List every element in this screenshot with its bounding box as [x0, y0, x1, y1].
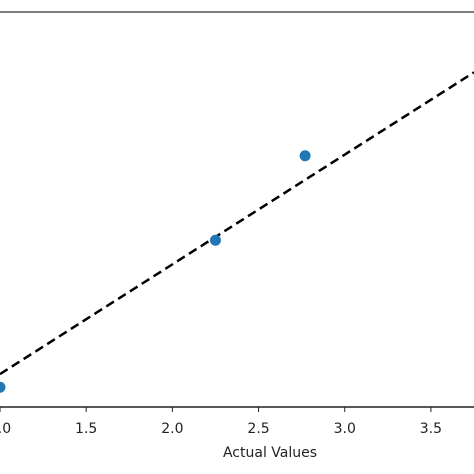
x-tick-label: 1.5	[75, 421, 97, 437]
point	[0, 381, 6, 393]
x-tick-label: 3.5	[420, 421, 442, 437]
x-tick-label: 3.0	[334, 421, 356, 437]
point	[299, 150, 311, 162]
reference-line	[0, 71, 474, 376]
x-tick-label: 2.0	[161, 421, 183, 437]
x-tick-label: 2.5	[247, 421, 269, 437]
x-tick-label: 1.0	[0, 421, 11, 437]
x-axis-label: Actual Values	[223, 445, 317, 461]
point	[209, 234, 221, 246]
